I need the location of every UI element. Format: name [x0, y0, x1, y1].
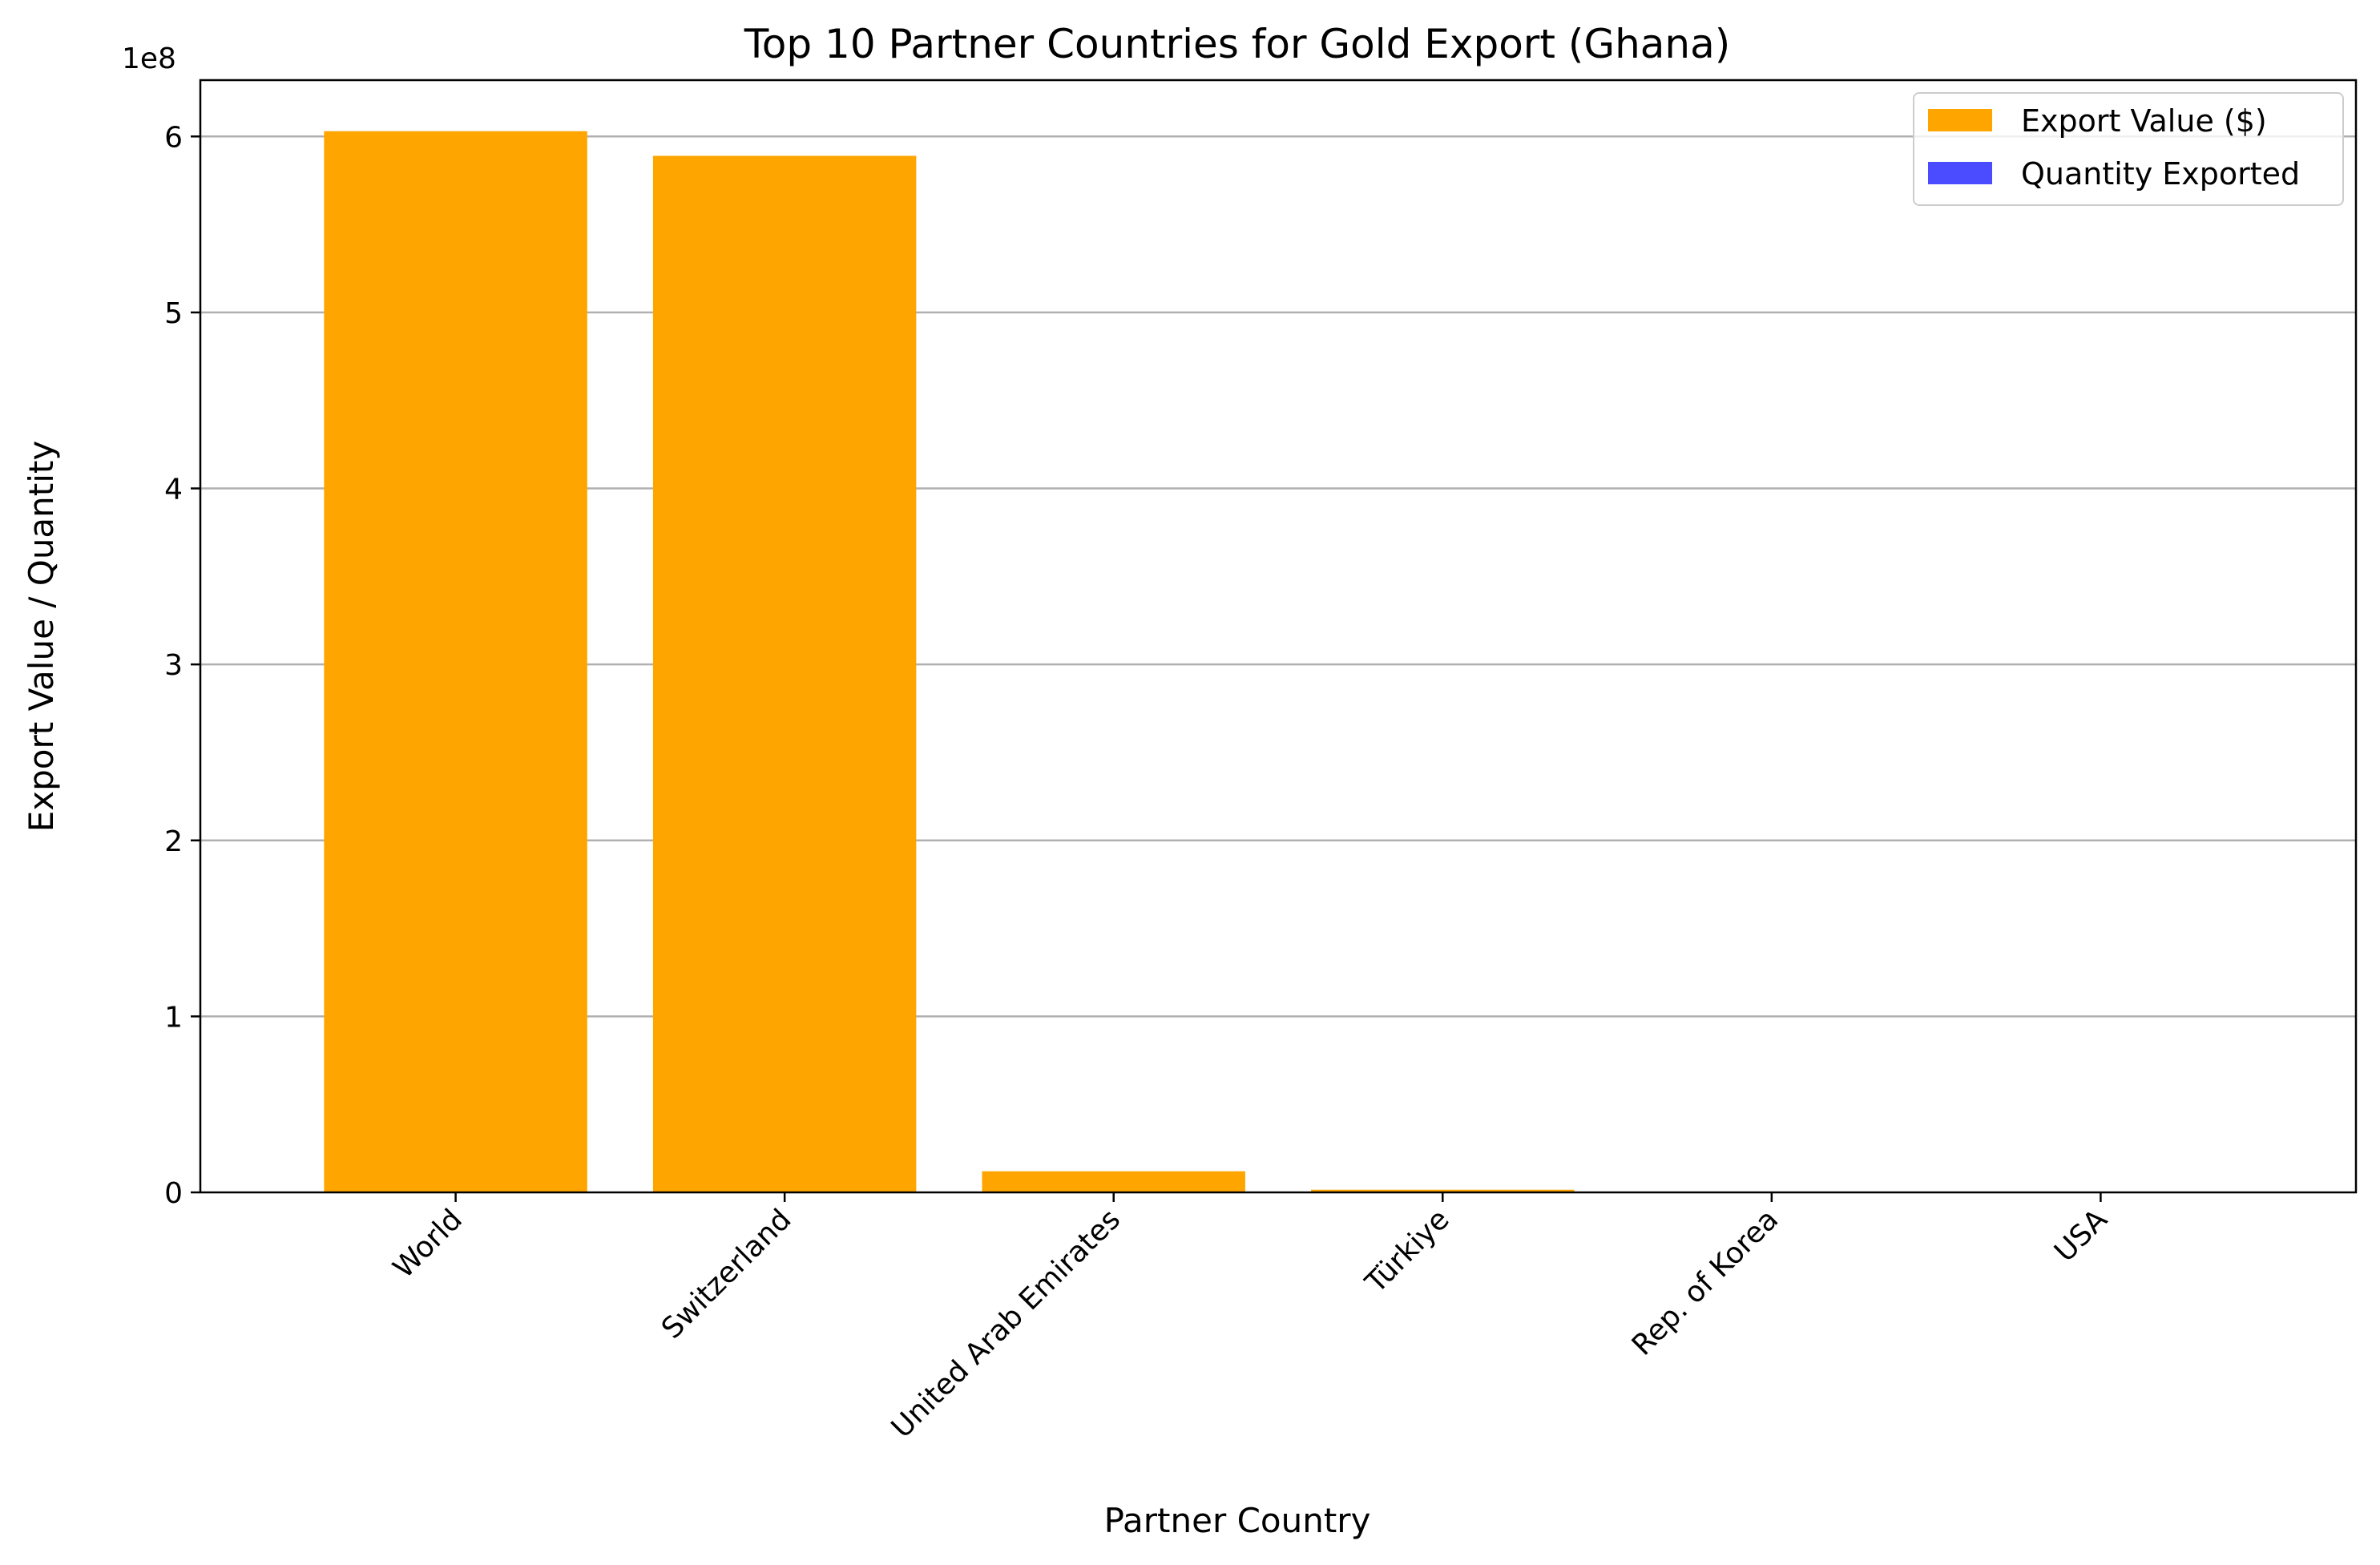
x-tick-label: Rep. of Korea — [1626, 1203, 1785, 1361]
y-tick-label: 1 — [164, 1001, 183, 1034]
legend-swatch-export-value — [1928, 109, 1992, 131]
legend-label-quantity-exported: Quantity Exported — [2021, 156, 2300, 192]
axes-layer — [199, 79, 2358, 1194]
bar-export-value-2 — [982, 1171, 1245, 1192]
chart-title: Top 10 Partner Countries for Gold Export… — [744, 21, 1731, 67]
y-tick-label: 3 — [164, 649, 183, 682]
x-tick-label: United Arab Emirates — [885, 1203, 1127, 1444]
legend-frame — [1913, 92, 2344, 206]
x-tick-label: Switzerland — [656, 1203, 797, 1345]
legend-swatch-quantity-exported — [1928, 162, 1992, 184]
x-tick-label: World — [387, 1203, 469, 1285]
plot-frame — [199, 79, 2358, 1194]
x-axis-label: Partner Country — [1104, 1501, 1371, 1540]
y-offset-text: 1e8 — [122, 42, 176, 75]
y-tick-label: 6 — [164, 121, 183, 154]
x-tick-label: Türkiye — [1359, 1203, 1456, 1300]
y-axis-label: Export Value / Quantity — [22, 441, 61, 833]
y-tick-label: 5 — [164, 297, 183, 330]
y-ticks: 0 1 2 3 4 5 6 — [164, 121, 200, 1210]
y-tick-label: 2 — [164, 825, 183, 858]
x-tick-label: USA — [2048, 1203, 2114, 1269]
y-tick-label: 0 — [164, 1177, 183, 1210]
legend: Export Value ($) Quantity Exported — [1913, 92, 2344, 206]
bar-export-value-1 — [652, 155, 917, 1192]
bar-export-value-3 — [1311, 1189, 1575, 1192]
y-tick-label: 4 — [164, 474, 183, 506]
legend-label-export-value: Export Value ($) — [2021, 103, 2267, 139]
bars-layer — [324, 131, 2233, 1192]
bar-export-value-0 — [324, 131, 587, 1192]
x-ticks: World Switzerland United Arab Emirates Türk… — [387, 1192, 2114, 1445]
